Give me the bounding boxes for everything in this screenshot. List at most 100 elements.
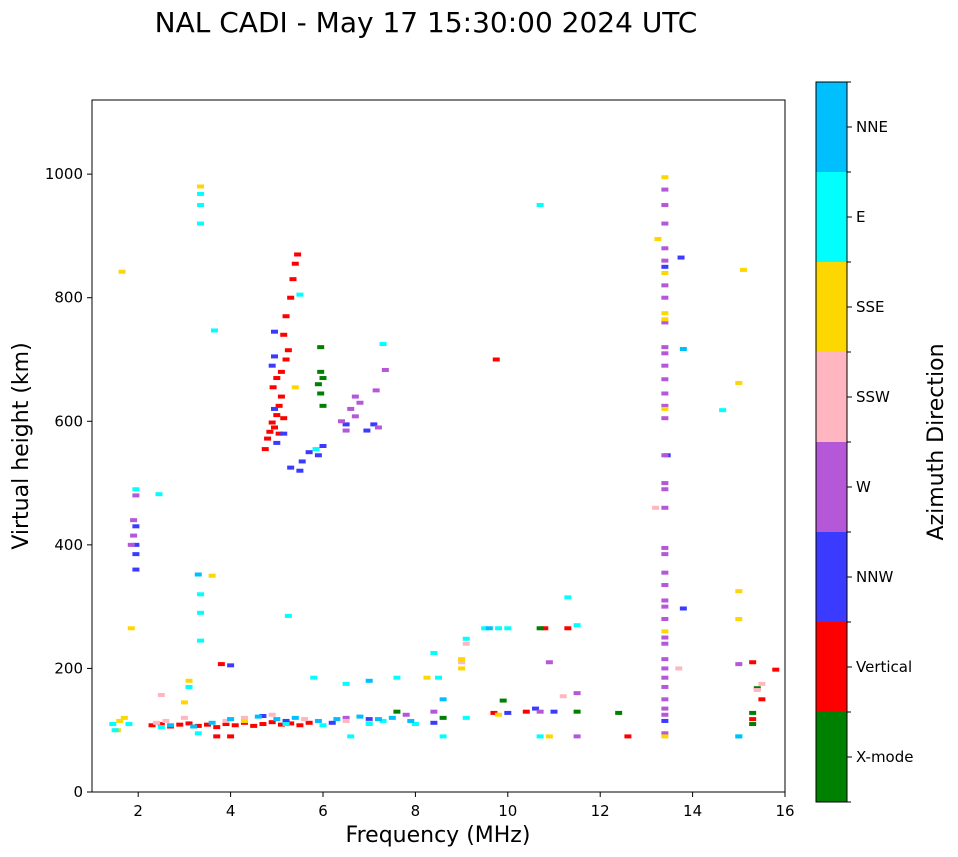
plot-frame	[91, 99, 786, 793]
echo-point-nne	[439, 697, 447, 702]
echo-point-w	[661, 617, 669, 621]
colorbar-label: Azimuth Direction	[924, 343, 949, 540]
echo-point-e	[197, 610, 205, 615]
echo-point-nnw	[677, 255, 685, 260]
echo-point-nne	[388, 715, 396, 720]
echo-point-nnw	[319, 444, 327, 448]
echo-point-x-mode	[319, 376, 327, 381]
echo-point-vertical	[176, 722, 184, 727]
echo-point-w	[661, 545, 669, 550]
echo-point-x-mode	[749, 710, 757, 715]
echo-point-nnw	[270, 354, 278, 359]
echo-point-nnw	[370, 422, 378, 427]
echo-point-w	[132, 493, 140, 498]
echo-point-vertical	[157, 722, 165, 727]
echo-point-w	[661, 416, 669, 421]
echo-point-nne	[356, 714, 364, 719]
echo-point-vertical	[269, 385, 277, 390]
echo-point-vertical	[490, 710, 498, 715]
echo-point-sse	[458, 666, 466, 671]
echo-point-x-mode	[573, 709, 581, 714]
echo-point-e	[379, 718, 387, 723]
echo-point-sse	[118, 269, 126, 274]
echo-point-w	[661, 666, 669, 671]
y-tick-label: 800	[54, 289, 83, 307]
echo-point-w	[661, 258, 669, 263]
echo-point-nne	[679, 346, 687, 351]
echo-point-vertical	[204, 722, 211, 727]
echo-point-nnw	[305, 450, 313, 455]
echo-point-w	[661, 598, 669, 603]
echo-point-nnw	[270, 329, 278, 334]
echo-point-sse	[661, 406, 669, 411]
x-tick-label: 14	[683, 802, 702, 820]
echo-point-ssw	[268, 712, 276, 717]
echo-point-sse	[661, 317, 669, 322]
echo-point-e	[495, 626, 503, 631]
echo-point-w	[661, 487, 669, 492]
echo-point-w	[661, 505, 669, 510]
echo-point-w	[351, 394, 359, 399]
x-tick-label: 16	[775, 802, 794, 820]
echo-point-w	[402, 712, 410, 717]
echo-point-vertical	[275, 403, 283, 408]
echo-point-nnw	[296, 468, 304, 473]
echo-point-vertical	[305, 720, 313, 725]
echo-point-e	[312, 447, 320, 452]
echo-point-nne	[194, 572, 202, 577]
echo-point-e	[481, 626, 489, 631]
echo-point-e	[319, 723, 327, 728]
echo-point-w	[661, 203, 669, 208]
colorbar-tick-label: Vertical	[856, 658, 912, 676]
echo-point-w	[347, 406, 355, 411]
colorbar-swatch	[816, 712, 847, 802]
echo-point-e	[573, 623, 581, 628]
echo-point-e	[310, 675, 318, 680]
echo-point-e	[719, 408, 727, 413]
echo-point-e	[197, 203, 205, 208]
echo-point-nnw	[282, 718, 290, 723]
echo-point-vertical	[259, 722, 267, 727]
y-axis-label: Virtual height (km)	[9, 342, 34, 549]
echo-point-sse	[661, 629, 669, 634]
echo-point-w	[661, 641, 669, 646]
echo-point-nne	[314, 718, 322, 723]
echo-point-nnw	[132, 552, 140, 557]
x-tick-label: 10	[498, 802, 517, 820]
echo-point-vertical	[194, 723, 202, 728]
echo-point-e	[197, 221, 205, 226]
echo-point-w	[661, 351, 669, 356]
echo-point-ssw	[758, 681, 766, 686]
echo-point-ssw	[153, 720, 161, 725]
echo-point-vertical	[227, 734, 235, 739]
x-axis-label: Frequency (MHz)	[346, 823, 531, 848]
echo-point-e	[296, 292, 304, 297]
echo-point-sse	[180, 700, 188, 705]
colorbar-swatch	[816, 532, 847, 622]
colorbar-tick-label: SSW	[856, 388, 890, 406]
echo-point-ssw	[559, 694, 567, 699]
echo-point-vertical	[749, 717, 757, 722]
echo-point-vertical	[282, 314, 290, 319]
colorbar-swatch	[816, 172, 847, 262]
echo-point-w	[661, 604, 669, 609]
echo-point-nnw	[661, 264, 669, 269]
echo-point-x-mode	[749, 722, 757, 727]
echo-point-e	[284, 613, 292, 618]
echo-point-w	[735, 662, 743, 667]
echo-point-nne	[273, 717, 281, 722]
echo-point-ssw	[458, 660, 466, 665]
echo-point-w	[661, 697, 669, 702]
echo-point-e	[439, 734, 447, 739]
x-tick-label: 6	[318, 802, 328, 820]
echo-point-nne	[735, 734, 743, 739]
echo-point-vertical	[294, 252, 302, 257]
echo-point-sse	[654, 237, 662, 242]
echo-point-ssw	[180, 715, 188, 720]
echo-point-w	[351, 414, 359, 419]
echo-point-ssw	[240, 715, 248, 720]
echo-point-vertical	[541, 626, 549, 631]
x-tick-label: 12	[591, 802, 610, 820]
y-tick-label: 200	[54, 659, 83, 677]
